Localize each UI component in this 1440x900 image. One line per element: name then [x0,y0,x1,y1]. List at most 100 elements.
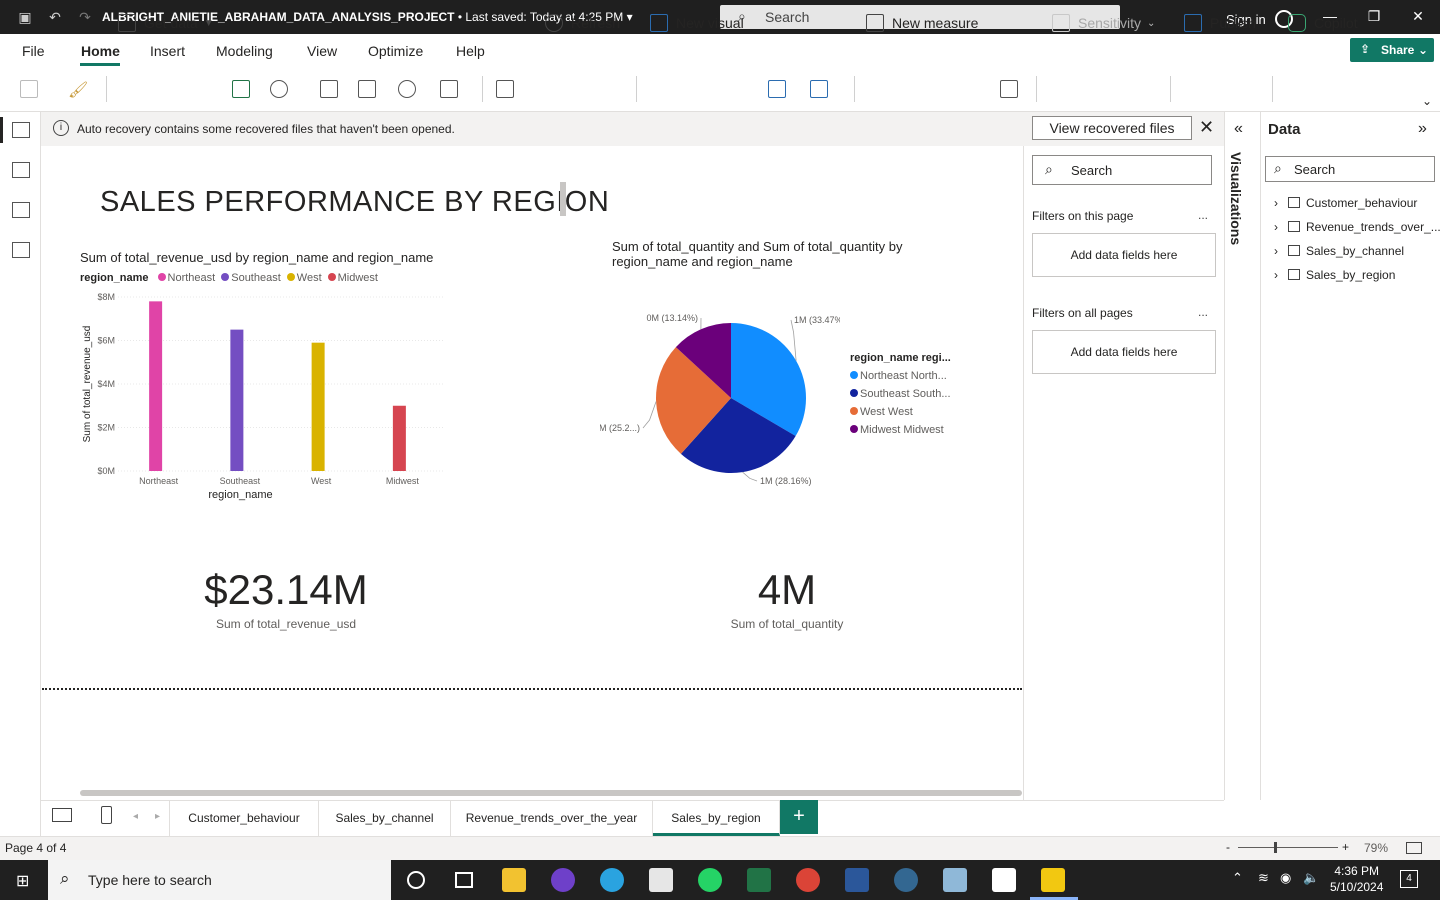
menu-modeling[interactable]: Modeling [216,43,273,59]
task-view-icon[interactable] [455,872,473,888]
visualizations-label[interactable]: Visualizations [1228,152,1244,246]
format-painter-icon[interactable]: 🖌 [68,82,89,99]
menu-view[interactable]: View [307,43,338,59]
copilot-button[interactable]: Copilot [1288,12,1358,34]
redo-icon[interactable]: ↷ [79,8,91,25]
wifi-icon[interactable]: ≋ [1258,870,1269,885]
undo-icon[interactable]: ↶ [49,8,61,25]
github-desktop-icon[interactable] [551,868,575,892]
transform-data-icon[interactable] [496,80,514,98]
legend-item[interactable]: Southeast South... [850,388,951,400]
recent-sources-icon[interactable] [440,80,458,98]
expand-left-icon[interactable]: « [1234,120,1243,137]
signin-button[interactable]: Sign in [1226,10,1294,28]
notifications-icon[interactable]: 4 [1400,870,1418,888]
pie-slice[interactable] [731,323,806,437]
microsoft-store-icon[interactable] [649,868,673,892]
chrome-icon[interactable] [796,868,820,892]
zoom-slider-thumb[interactable] [1274,842,1277,853]
bar[interactable] [311,342,325,471]
word-icon[interactable] [845,868,869,892]
more-visuals-icon[interactable] [810,80,828,98]
menu-file[interactable]: File [22,43,45,59]
sql-icon[interactable] [320,80,338,98]
pie-chart[interactable]: 1M (33.47%) 1M (28.16%) 1M (25.2...) 0M (13… [600,300,840,500]
windows-start-icon[interactable]: ⊞ [16,873,30,890]
new-measure-button[interactable]: New measure [866,12,978,34]
fit-to-page-icon[interactable] [1406,842,1422,854]
notepad-icon[interactable] [943,868,967,892]
photos-icon[interactable] [992,868,1016,892]
share-button[interactable]: ⇪ Share ⌄ [1350,38,1434,62]
refresh-button[interactable]: Refresh [545,12,620,34]
taskbar-search-input[interactable]: ⌕ Type here to search [48,860,391,900]
tab-revenue-trends[interactable]: Revenue_trends_over_the_year [451,800,653,836]
network-status-icon[interactable]: ◉ [1280,870,1292,885]
table-item[interactable]: › Sales_by_region [1274,268,1395,282]
bar-chart[interactable]: $0M $2M $4M $6M $8M Northeast Southeast West Mid… [78,288,458,510]
collapse-right-icon[interactable]: » [1418,120,1427,137]
page-filter-drop-zone[interactable]: Add data fields here [1032,233,1216,277]
pie-slice[interactable] [675,323,731,398]
cortana-icon[interactable] [407,871,425,889]
more-options-icon[interactable]: ... [1198,305,1209,319]
revenue-card-value[interactable]: $23.14M [204,566,368,613]
report-title[interactable]: SALES PERFORMANCE BY REGION [100,186,610,218]
whatsapp-icon[interactable] [698,868,722,892]
quick-measure-icon[interactable] [1000,80,1018,98]
zoom-in-icon[interactable]: + [1342,840,1350,854]
quantity-card-value[interactable]: 4M [757,566,817,613]
telegram-icon[interactable] [600,868,624,892]
dax-query-icon[interactable] [12,242,30,258]
data-search-input[interactable]: ⌕ Search [1265,156,1435,182]
legend-item[interactable]: Northeast [167,272,216,284]
chevron-right-icon[interactable]: ▸ [155,811,161,822]
table-item[interactable]: › Sales_by_channel [1274,244,1404,258]
zoom-out-icon[interactable]: - [1226,840,1230,854]
chevron-left-icon[interactable]: ◂ [133,811,139,822]
zoom-percentage[interactable]: 79% [1364,841,1389,855]
document-title[interactable]: ALBRIGHT_ANIETIE_ABRAHAM_DATA_ANALYSIS_P… [102,10,633,24]
horizontal-scrollbar[interactable] [80,790,1022,796]
tab-sales-by-region[interactable]: Sales_by_region [653,800,780,836]
legend-item[interactable]: Midwest [337,272,378,284]
mobile-layout-icon[interactable] [101,806,112,824]
ribbon-collapse-icon[interactable]: ⌄ [1422,94,1433,108]
new-visual-button[interactable]: New visual [650,12,744,34]
report-view-icon[interactable] [12,122,30,138]
bar[interactable] [149,301,163,471]
bar[interactable] [392,405,406,471]
more-options-icon[interactable]: ... [1198,208,1209,222]
excel-icon[interactable] [232,80,250,98]
pie-slice[interactable] [656,347,731,454]
close-icon[interactable]: ✕ [1199,117,1215,137]
close-window-button[interactable]: ✕ [1412,8,1424,24]
legend-item[interactable]: Midwest Midwest [850,424,951,436]
report-canvas[interactable] [41,146,1023,800]
text-box-icon[interactable] [768,80,786,98]
postgresql-icon[interactable] [894,868,918,892]
volume-icon[interactable]: 🔈 [1303,870,1320,885]
zoom-slider[interactable] [1238,847,1338,848]
add-page-button[interactable]: + [780,800,818,834]
bar[interactable] [230,329,244,471]
paste-icon[interactable] [20,80,38,98]
all-pages-filter-drop-zone[interactable]: Add data fields here [1032,330,1216,374]
menu-optimize[interactable]: Optimize [368,43,424,59]
chevron-up-icon[interactable]: ⌃ [1232,870,1243,885]
menu-home[interactable]: Home [81,43,120,59]
top-search-input[interactable]: ⌕ Search [720,5,1120,29]
view-recovered-files-button[interactable]: View recovered files [1032,116,1192,140]
desktop-layout-icon[interactable] [52,808,72,822]
onelake-icon[interactable] [270,80,288,98]
menu-insert[interactable]: Insert [150,43,186,59]
minimize-button[interactable]: — [1323,8,1337,24]
restore-button[interactable]: ❐ [1367,8,1381,24]
tab-sales-by-channel[interactable]: Sales_by_channel [319,800,451,836]
dataverse-icon[interactable] [398,80,416,98]
table-item[interactable]: › Customer_behaviour [1274,196,1417,210]
tab-customer-behaviour[interactable]: Customer_behaviour [169,800,319,836]
powerbi-app-icon[interactable] [1041,868,1065,892]
legend-item[interactable]: Southeast [231,272,281,284]
table-item[interactable]: › Revenue_trends_over_... [1274,220,1440,234]
